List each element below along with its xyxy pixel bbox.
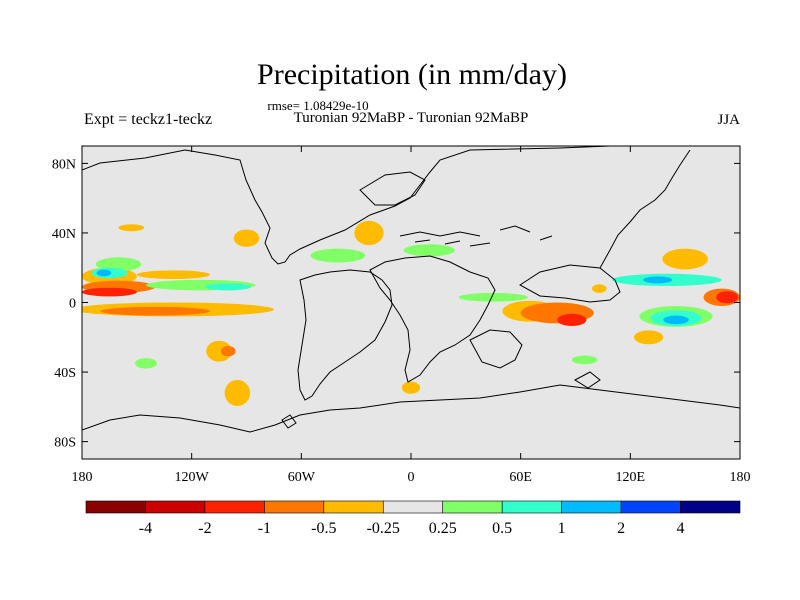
x-tick-label: 60W [288, 470, 316, 485]
colorbar-swatch [145, 500, 206, 514]
anomaly-region [662, 248, 709, 270]
anomaly-region [136, 270, 210, 280]
anomaly-region [458, 292, 528, 302]
colorbar-swatch [620, 500, 681, 514]
x-tick-label: 180 [730, 470, 751, 485]
y-tick-label: 40N [52, 227, 76, 242]
anomaly-region [135, 358, 157, 369]
colorbar-swatch [85, 500, 146, 514]
anomaly-region [633, 330, 664, 345]
anomaly-region [401, 381, 421, 394]
season-label: JJA [717, 112, 740, 128]
coastline-islands [399, 225, 553, 247]
y-tick-label: 40S [54, 366, 76, 381]
anomaly-region [224, 379, 251, 406]
anomaly-region [118, 224, 145, 232]
colorbar-label: 2 [617, 520, 625, 537]
map-panel: 80N 40N 0 40S 80S 180 120W 60W 0 60E 120E 180 [52, 145, 751, 485]
coastlines [82, 146, 740, 433]
coastline-small-islands [281, 371, 601, 429]
coastline-greenland [359, 171, 426, 206]
colorbar-swatch [323, 500, 384, 514]
anomaly-region [663, 315, 689, 325]
y-tick-label: 80N [52, 157, 76, 172]
x-tick-label: 120E [616, 470, 646, 485]
y-tick-label: 80S [54, 436, 76, 451]
chart-title: Precipitation (in mm/day) [257, 58, 567, 91]
colorbar-swatch [501, 500, 562, 514]
colorbar-swatch [382, 500, 444, 514]
x-tick-label: 0 [408, 470, 415, 485]
map-background [82, 146, 740, 459]
anomaly-region [100, 306, 210, 316]
anomaly-region [571, 355, 598, 365]
colorbar-label: -0.25 [367, 520, 400, 537]
colorbar-swatch [264, 500, 325, 514]
anomaly-region [643, 276, 673, 284]
y-axis: 80N 40N 0 40S 80S [52, 157, 740, 451]
colorbar-label: 0.5 [492, 520, 512, 537]
anomaly-region [96, 269, 112, 277]
stat-label: rmse= 1.08429e-10 [267, 98, 368, 113]
x-axis: 180 120W 60W 0 60E 120E 180 [72, 146, 751, 485]
anomaly-region [403, 244, 455, 257]
colorbar-label: -0.5 [311, 520, 336, 537]
coastline-africa [369, 255, 496, 383]
coastline-asia [519, 264, 621, 303]
colorbar-swatch [561, 500, 622, 514]
x-tick-label: 60E [509, 470, 532, 485]
experiment-label: Expt = teckz1-teckz [84, 111, 212, 128]
anomaly-region [220, 345, 236, 357]
colorbar-label: -4 [139, 520, 152, 537]
anomaly-region [82, 287, 137, 297]
colorbar-swatch [680, 500, 741, 514]
anomaly-region [557, 313, 587, 326]
anomaly-region [206, 340, 232, 362]
y-tick-label: 0 [69, 297, 76, 312]
coastline-south-america [297, 269, 393, 401]
colorbar-label: 4 [677, 520, 685, 537]
colorbar: -4 -2 -1 -0.5 -0.25 0.25 0.5 1 2 4 [85, 500, 741, 537]
anomaly-region [591, 284, 607, 293]
colorbar-label: -2 [198, 520, 211, 537]
anomaly-region [233, 229, 260, 247]
anomaly-region [205, 283, 252, 291]
colorbar-label: 0.25 [429, 520, 457, 537]
anomaly-region [716, 291, 739, 304]
anomaly-region [95, 257, 142, 272]
anomaly-fields [82, 220, 740, 406]
coastline-north-america [82, 146, 611, 265]
colorbar-label: -1 [258, 520, 271, 537]
anomaly-region [310, 248, 366, 263]
colorbar-swatch [442, 500, 503, 514]
coastline-australia [469, 329, 523, 369]
x-tick-label: 180 [72, 470, 93, 485]
anomaly-region [354, 220, 384, 246]
coastline-east-asia [599, 149, 691, 269]
coastline-antarctica [82, 384, 740, 433]
colorbar-swatch [204, 500, 265, 514]
colorbar-label: 1 [558, 520, 566, 537]
x-tick-label: 120W [175, 470, 210, 485]
subtitle: Turonian 92MaBP - Turonian 92MaBP [294, 110, 529, 126]
